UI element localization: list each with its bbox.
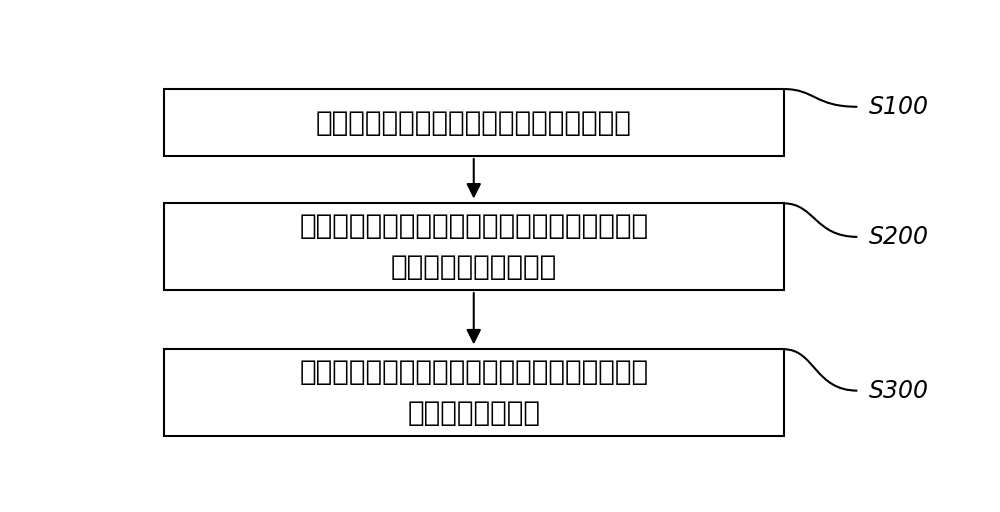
- Text: S300: S300: [869, 379, 929, 402]
- Text: S100: S100: [869, 95, 929, 119]
- Text: 根据温度计算用于控制直流风扇电机的脉冲宽度
调制信号的第一占空比: 根据温度计算用于控制直流风扇电机的脉冲宽度 调制信号的第一占空比: [299, 212, 648, 281]
- Text: S200: S200: [869, 225, 929, 249]
- Text: 获取与直流风扇电机的工作转速相关的温度: 获取与直流风扇电机的工作转速相关的温度: [316, 109, 632, 137]
- FancyBboxPatch shape: [164, 203, 784, 290]
- Text: 利用第一占空比的脉冲宽度调制信号控制直流风
扇电机的工作转速: 利用第一占空比的脉冲宽度调制信号控制直流风 扇电机的工作转速: [299, 358, 648, 427]
- FancyBboxPatch shape: [164, 349, 784, 436]
- FancyBboxPatch shape: [164, 89, 784, 156]
